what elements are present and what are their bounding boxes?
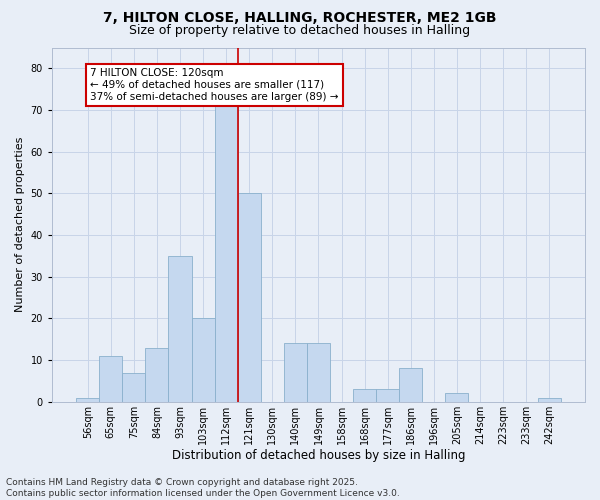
Bar <box>145 348 169 402</box>
Bar <box>99 356 122 402</box>
Bar <box>445 394 469 402</box>
Bar <box>238 194 261 402</box>
Bar <box>376 390 399 402</box>
Text: 7, HILTON CLOSE, HALLING, ROCHESTER, ME2 1GB: 7, HILTON CLOSE, HALLING, ROCHESTER, ME2… <box>103 11 497 25</box>
Bar <box>307 344 330 402</box>
Bar <box>353 390 376 402</box>
Y-axis label: Number of detached properties: Number of detached properties <box>15 137 25 312</box>
X-axis label: Distribution of detached houses by size in Halling: Distribution of detached houses by size … <box>172 450 465 462</box>
Text: Contains HM Land Registry data © Crown copyright and database right 2025.
Contai: Contains HM Land Registry data © Crown c… <box>6 478 400 498</box>
Bar <box>76 398 99 402</box>
Bar <box>399 368 422 402</box>
Bar <box>538 398 561 402</box>
Bar <box>215 102 238 402</box>
Bar <box>284 344 307 402</box>
Bar <box>169 256 191 402</box>
Bar <box>122 372 145 402</box>
Bar <box>191 318 215 402</box>
Text: Size of property relative to detached houses in Halling: Size of property relative to detached ho… <box>130 24 470 37</box>
Text: 7 HILTON CLOSE: 120sqm
← 49% of detached houses are smaller (117)
37% of semi-de: 7 HILTON CLOSE: 120sqm ← 49% of detached… <box>90 68 338 102</box>
